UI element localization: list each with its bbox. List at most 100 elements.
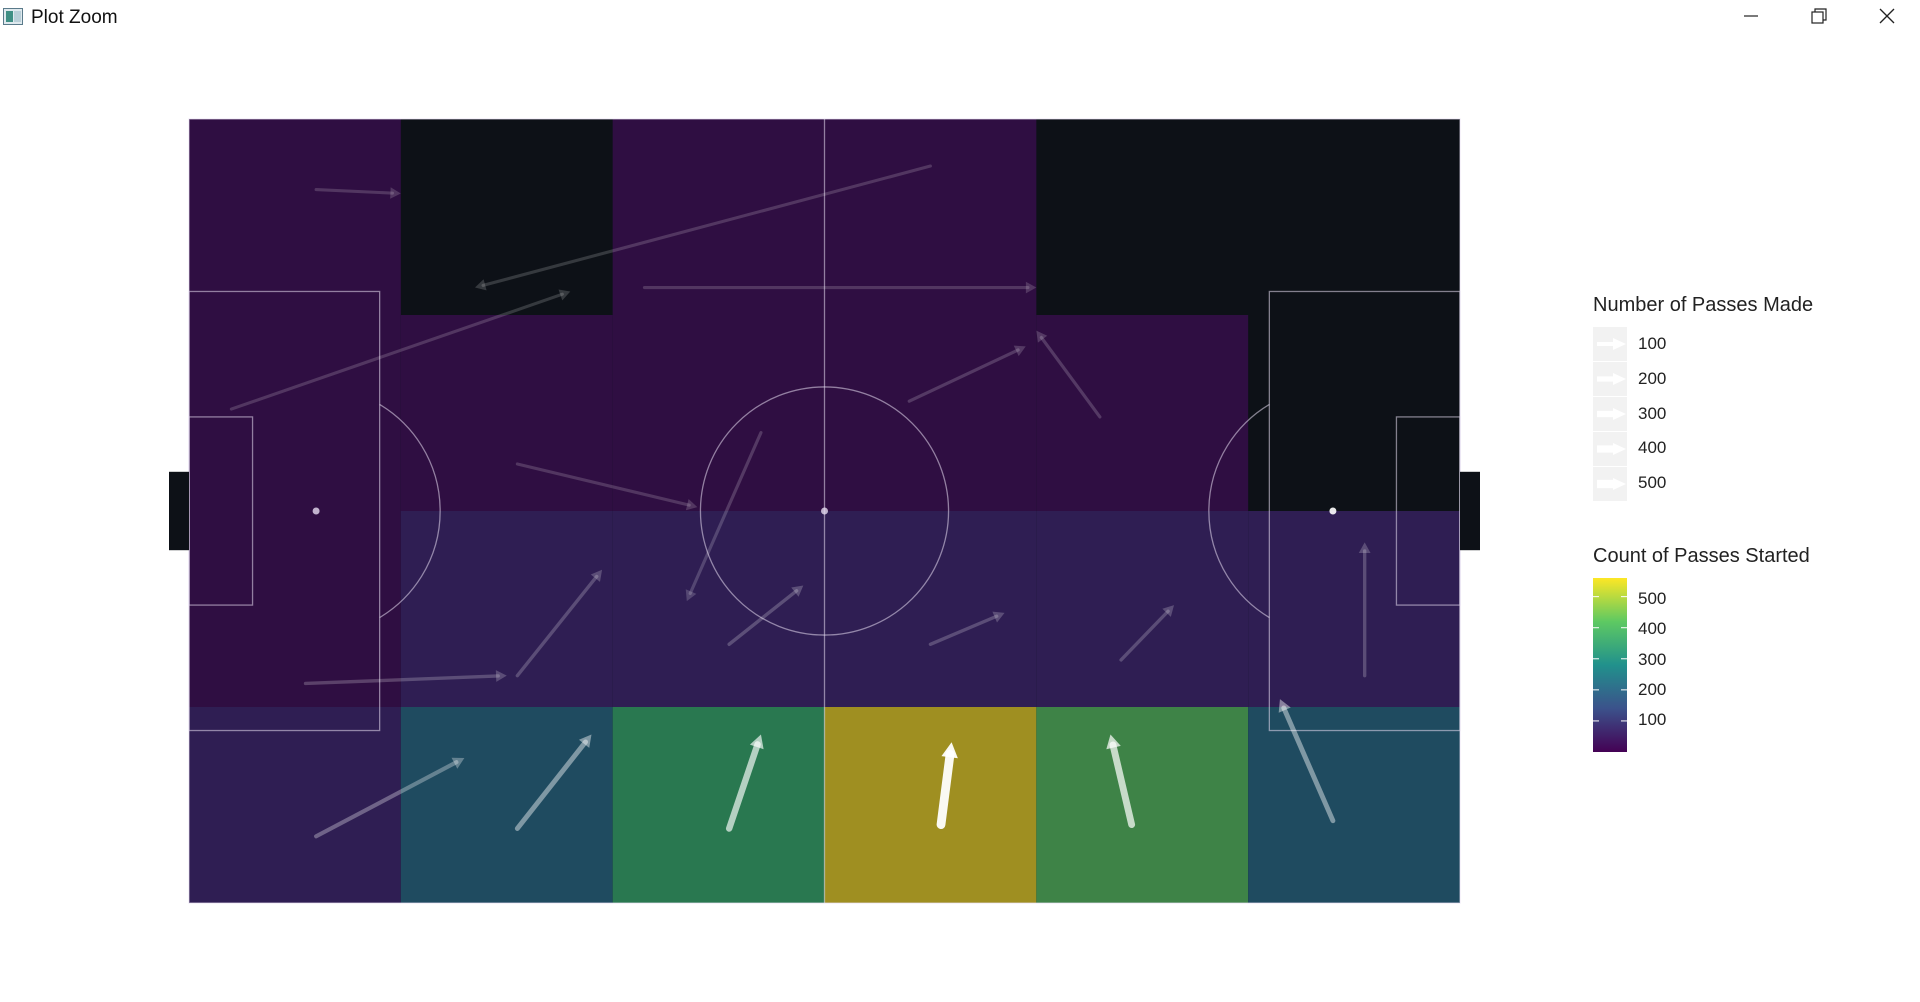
plot-area: Number of Passes Made 100 200 300 400 50… [0, 34, 1920, 1002]
pass-arrow [514, 734, 592, 831]
pass-arrow [314, 187, 401, 199]
pass-arrow [314, 757, 465, 839]
minimize-button[interactable] [1718, 0, 1786, 34]
legend-passes-started-label: 200 [1638, 680, 1667, 699]
pass-arrow-head [558, 289, 571, 301]
pass-arrow-head [791, 585, 804, 597]
pitch-chart [169, 118, 1627, 904]
legend-passes-made-arrowhead [1613, 443, 1626, 455]
pass-arrow-shaft [1039, 335, 1102, 419]
heatmap-zone [189, 315, 401, 511]
heatmap-zone [189, 511, 401, 707]
pass-arrow-head [941, 742, 958, 759]
pass-arrow [474, 164, 932, 291]
legend-passes-started-label: 400 [1638, 619, 1667, 638]
legend-passes-started-label: 500 [1638, 589, 1667, 608]
pass-arrow-shaft [515, 462, 691, 507]
legend-colorbar [1593, 578, 1627, 752]
heatmap-zone [1248, 707, 1460, 903]
pass-arrow [727, 585, 804, 646]
pass-arrow-head [590, 569, 603, 582]
heatmap-zone [824, 315, 1037, 511]
pass-arrow-shaft [303, 674, 500, 686]
pass-arrow-head [495, 670, 507, 682]
app-icon [3, 8, 23, 25]
heatmap-zone [400, 707, 613, 903]
pass-arrow [642, 281, 1037, 294]
pass-arrow-shaft [936, 749, 955, 829]
heatmap-zone [1036, 315, 1249, 511]
heatmap-zone [824, 511, 1037, 707]
pass-arrow [1358, 542, 1371, 678]
legend-passes-made-label: 400 [1638, 438, 1667, 457]
pass-arrow-shaft [727, 589, 799, 646]
heatmap-zone [1036, 511, 1249, 707]
pass-arrow-head [451, 757, 465, 769]
pass-arrow [1119, 605, 1175, 662]
legend-passes-started-label: 300 [1638, 650, 1667, 669]
pass-arrow [936, 742, 958, 829]
penalty-arc-left [379, 403, 441, 619]
heatmap-zone [824, 119, 1037, 315]
pass-arrow-head [1278, 699, 1291, 713]
heatmap-zone [612, 707, 825, 903]
center-spot [821, 507, 828, 515]
legend-passes-made-arrowhead [1613, 338, 1626, 350]
center-circle [699, 386, 950, 636]
goal-left [169, 471, 189, 551]
restore-icon [1811, 8, 1827, 24]
pass-arrow [1036, 330, 1102, 419]
legend-passes-made-label: 100 [1638, 334, 1667, 353]
pass-arrow-head [1162, 605, 1175, 617]
legend-passes-made-label: 300 [1638, 404, 1667, 423]
pass-arrow [515, 462, 698, 511]
penalty-spot-left [312, 507, 320, 515]
pass-arrow-shaft [1119, 609, 1170, 662]
pass-arrow-shaft [514, 739, 589, 831]
pass-arrow-head [578, 734, 592, 748]
close-icon [1879, 8, 1895, 24]
pass-arrow-head [992, 611, 1005, 623]
pass-arrow-head [685, 499, 698, 511]
pass-arrow [1106, 734, 1136, 829]
restore-button[interactable] [1786, 0, 1854, 34]
heatmap-zone [612, 511, 825, 707]
window-title: Plot Zoom [31, 7, 118, 28]
close-button[interactable] [1854, 0, 1920, 34]
pass-arrow [685, 431, 763, 602]
legend-passes-made-label: 200 [1638, 369, 1667, 388]
pass-arrow-head [685, 589, 697, 602]
pass-arrow-shaft [1281, 705, 1336, 824]
pass-arrow [515, 569, 603, 678]
pass-arrow-head [1013, 345, 1026, 357]
pass-arrow-head [474, 279, 487, 291]
legend-passes-started-label: 100 [1638, 710, 1667, 729]
heatmap-zone [612, 315, 825, 511]
pass-arrow-shaft [1109, 741, 1136, 829]
pass-arrow [303, 670, 507, 686]
pass-arrow-head [1025, 281, 1037, 294]
title-bar: Plot Zoom [0, 0, 1920, 34]
legend-passes-made-arrowhead [1613, 478, 1626, 490]
pass-arrow [725, 734, 764, 832]
pass-arrow-head [390, 187, 401, 199]
pass-arrow [1278, 699, 1336, 824]
pass-arrow-shaft [314, 188, 395, 195]
minimize-icon [1744, 15, 1758, 17]
pass-arrow-shaft [481, 164, 932, 287]
pass-arrow-shaft [314, 760, 459, 839]
pass-arrow-shaft [515, 574, 599, 678]
pass-arrow-shaft [725, 741, 761, 832]
pass-arrow-shaft [688, 431, 763, 596]
heatmap-zone [1036, 707, 1249, 903]
penalty-arc-right [1208, 403, 1270, 619]
legend-passes-started-title: Count of Passes Started [1593, 545, 1810, 567]
heatmap-zone [400, 315, 613, 511]
legend-passes-made-arrowhead [1613, 373, 1626, 385]
pass-arrow-shaft [229, 292, 564, 411]
heatmap-zone [189, 707, 401, 903]
goal-right [1460, 471, 1480, 551]
pass-arrow-head [1106, 734, 1121, 750]
pass-arrow-shaft [907, 348, 1020, 403]
heatmap-zone [612, 119, 825, 315]
